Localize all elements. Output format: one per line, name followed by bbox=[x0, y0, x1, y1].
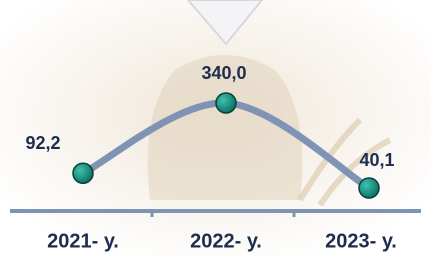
value-label: 92,2 bbox=[25, 133, 60, 153]
chart: 2021- у. 2022- у. 2023- у. 92,2 340,0 40,1 bbox=[0, 0, 431, 257]
x-tick-label: 2021- у. bbox=[47, 230, 119, 252]
marker bbox=[216, 93, 236, 113]
value-label: 340,0 bbox=[201, 63, 246, 83]
marker bbox=[73, 163, 93, 183]
value-label: 40,1 bbox=[359, 150, 394, 170]
x-tick-label: 2022- у. bbox=[190, 230, 262, 252]
x-tick-label: 2023- у. bbox=[325, 230, 397, 252]
page: 2021- у.2022- у.2023- у.92,2340,040,1 ((… bbox=[0, 0, 431, 257]
marker bbox=[359, 178, 379, 198]
